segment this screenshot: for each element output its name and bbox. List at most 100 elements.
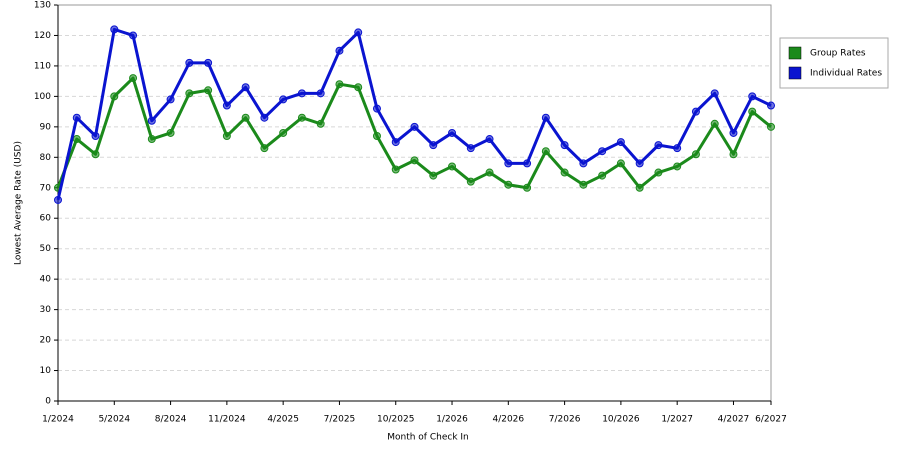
y-tick-label: 10 xyxy=(40,366,52,376)
point xyxy=(710,89,719,98)
point xyxy=(616,159,625,168)
x-tick-label: 5/2024 xyxy=(98,415,130,425)
point xyxy=(579,159,588,168)
legend-box xyxy=(779,37,889,89)
point xyxy=(673,162,682,171)
point xyxy=(335,46,344,55)
point xyxy=(541,113,550,122)
y-tick-label: 120 xyxy=(34,31,51,41)
point xyxy=(279,95,288,104)
point xyxy=(448,162,457,171)
y-tick-label: 0 xyxy=(45,397,51,407)
point xyxy=(110,25,119,34)
point xyxy=(523,159,532,168)
point xyxy=(241,113,250,122)
point xyxy=(129,31,138,40)
point xyxy=(767,101,775,110)
point xyxy=(260,144,269,153)
x-tick-label: 1/2026 xyxy=(436,415,468,425)
legend-label: Individual Rates xyxy=(810,69,882,79)
legend-swatch xyxy=(788,66,802,80)
point xyxy=(466,144,475,153)
point xyxy=(279,128,288,137)
point xyxy=(429,171,438,180)
point xyxy=(767,122,775,131)
point xyxy=(72,135,81,144)
point xyxy=(391,138,400,147)
point xyxy=(729,150,738,159)
point xyxy=(410,156,419,165)
point xyxy=(297,113,306,122)
y-tick-label: 90 xyxy=(40,122,52,132)
y-tick-label: 130 xyxy=(34,1,51,11)
x-axis-label: Month of Check In xyxy=(387,433,469,443)
point xyxy=(241,83,250,92)
point xyxy=(729,128,738,137)
point xyxy=(204,86,213,95)
point xyxy=(316,119,325,128)
point xyxy=(691,150,700,159)
y-tick-label: 80 xyxy=(40,153,52,163)
point xyxy=(504,159,513,168)
x-tick-label: 10/2026 xyxy=(602,415,640,425)
y-tick-label: 30 xyxy=(40,305,52,315)
series-line xyxy=(56,76,772,190)
point xyxy=(654,141,663,150)
point xyxy=(354,28,363,37)
point xyxy=(185,58,194,67)
point xyxy=(504,180,513,189)
y-tick-label: 110 xyxy=(34,61,51,71)
point xyxy=(710,119,719,128)
point xyxy=(748,92,757,101)
point xyxy=(166,128,175,137)
point xyxy=(185,89,194,98)
x-tick-label: 4/2027 xyxy=(718,415,750,425)
point xyxy=(297,89,306,98)
point xyxy=(204,58,213,67)
point xyxy=(110,92,119,101)
point xyxy=(635,159,644,168)
point xyxy=(560,141,569,150)
point xyxy=(523,183,532,192)
y-tick-label: 40 xyxy=(40,275,52,285)
point xyxy=(635,183,644,192)
legend-swatch xyxy=(788,46,802,60)
x-tick-label: 1/2027 xyxy=(661,415,693,425)
x-tick-label: 11/2024 xyxy=(208,415,246,425)
y-tick-label: 60 xyxy=(40,214,52,224)
point xyxy=(72,113,81,122)
y-tick-label: 20 xyxy=(40,336,52,346)
y-axis-label: Lowest Average Rate (USD) xyxy=(14,141,24,265)
legend-label: Group Rates xyxy=(810,49,866,59)
point xyxy=(654,168,663,177)
y-tick-label: 100 xyxy=(34,92,51,102)
x-tick-label: 6/2027 xyxy=(755,415,787,425)
x-tick-label: 8/2024 xyxy=(155,415,187,425)
point xyxy=(147,116,156,125)
x-tick-label: 10/2025 xyxy=(377,415,414,425)
point xyxy=(222,131,231,140)
point xyxy=(354,83,363,92)
point xyxy=(691,107,700,116)
point xyxy=(335,80,344,89)
point xyxy=(748,107,757,116)
y-tick-label: 70 xyxy=(40,183,52,193)
point xyxy=(410,122,419,131)
point xyxy=(541,147,550,156)
point xyxy=(485,168,494,177)
point xyxy=(485,135,494,144)
point xyxy=(91,131,100,140)
point xyxy=(147,135,156,144)
point xyxy=(54,195,62,204)
point xyxy=(598,171,607,180)
x-tick-label: 7/2025 xyxy=(324,415,356,425)
x-tick-label: 1/2024 xyxy=(42,415,74,425)
plot-frame xyxy=(57,4,772,402)
point xyxy=(222,101,231,110)
series-line xyxy=(56,27,772,201)
point xyxy=(391,165,400,174)
point xyxy=(316,89,325,98)
point xyxy=(448,128,457,137)
point xyxy=(429,141,438,150)
